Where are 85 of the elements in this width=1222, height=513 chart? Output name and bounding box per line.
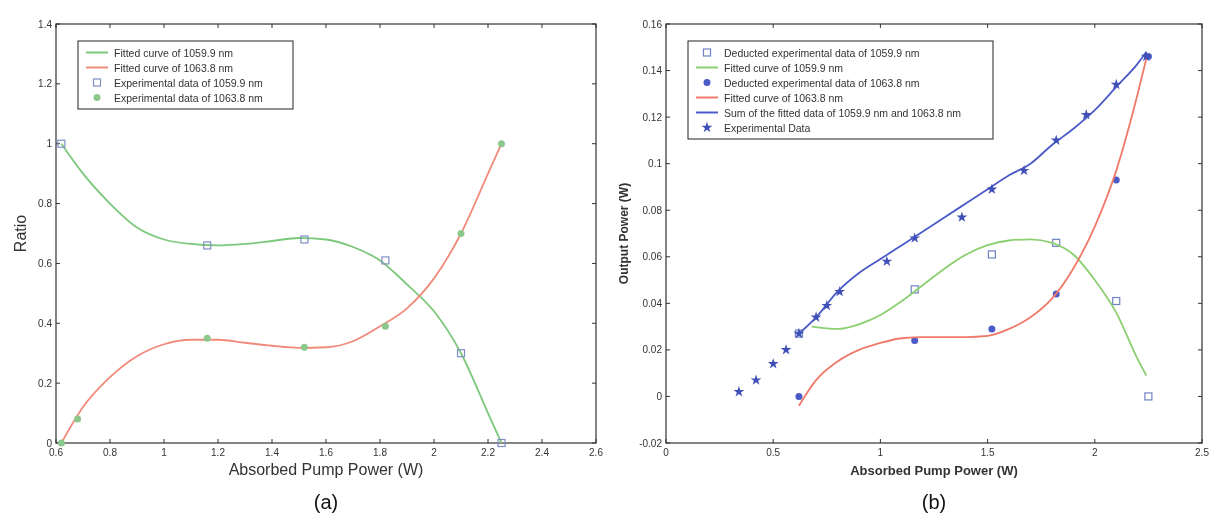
x-tick-label: 2.5 <box>1195 447 1210 458</box>
point <box>795 392 803 400</box>
point <box>1110 78 1122 90</box>
point <box>498 140 505 148</box>
x-tick-label: 1.8 <box>373 447 388 458</box>
point <box>1144 392 1153 401</box>
x-tick-label: 2 <box>431 447 438 458</box>
x-axis-title: Absorbed Pump Power (W) <box>228 461 424 478</box>
y-tick-label: -0.02 <box>639 437 663 449</box>
point <box>74 415 82 423</box>
point <box>456 349 466 358</box>
line-series <box>810 238 1148 377</box>
point <box>750 374 762 385</box>
y-tick-label: 0.16 <box>642 18 663 30</box>
legend-label: Sum of the fitted data of 1059.9 nm and 1063.8 nm <box>724 106 962 119</box>
point <box>956 211 968 222</box>
point <box>203 334 211 342</box>
point <box>821 299 833 311</box>
point <box>497 438 506 448</box>
x-tick-label: 0.5 <box>766 447 781 458</box>
legend-label: Experimental data of 1059.9 nm <box>114 76 264 89</box>
point <box>300 235 309 244</box>
x-tick-label: 0.8 <box>103 447 118 458</box>
point <box>1080 109 1092 120</box>
y-tick-label: 0.1 <box>648 158 663 170</box>
point <box>457 230 465 237</box>
point <box>810 311 822 322</box>
point <box>910 285 919 294</box>
point <box>1052 238 1061 247</box>
legend-label: Fitted curve of 1059.9 nm <box>724 61 844 74</box>
legend-label: Experimental Data <box>724 121 811 134</box>
x-tick-label: 1.2 <box>211 447 226 458</box>
y-tick-label: 0.4 <box>38 317 53 329</box>
x-tick-label: 1.5 <box>980 447 995 458</box>
y-tick-label: 1.4 <box>38 18 53 30</box>
y-tick-label: 0.12 <box>642 111 663 123</box>
x-tick-label: 2.6 <box>589 447 604 458</box>
point <box>381 322 389 330</box>
x-tick-label: 1.4 <box>265 447 280 458</box>
point <box>780 344 792 355</box>
point <box>57 439 65 447</box>
text: (a) <box>313 491 339 513</box>
x-tick-label: 2 <box>1092 447 1099 458</box>
point <box>767 358 779 369</box>
point <box>834 285 846 297</box>
y-tick-label: 0 <box>656 390 663 402</box>
y-tick-label: 0.08 <box>642 204 663 216</box>
point <box>57 139 66 148</box>
x-tick-label: 1 <box>161 447 168 458</box>
y-tick-label: 0.8 <box>38 198 53 210</box>
legend-label: Experimental data of 1063.8 nm <box>114 91 264 104</box>
y-tick-label: 0.14 <box>642 65 663 77</box>
y-tick-label: 1 <box>46 138 53 150</box>
y-tick-label: 0.2 <box>38 377 53 389</box>
point <box>1112 296 1121 306</box>
x-tick-label: 1.6 <box>319 447 334 458</box>
point <box>987 250 996 259</box>
point <box>911 337 919 345</box>
y-tick-label: 0.06 <box>642 251 663 263</box>
point <box>300 343 308 351</box>
point <box>909 232 921 243</box>
y-axis-title: Ratio <box>12 214 29 253</box>
legend-label: Fitted curve of 1059.9 nm <box>114 46 234 59</box>
y-tick-label: 0 <box>46 437 53 449</box>
legend-label: Deducted experimental data of 1059.9 nm <box>724 46 920 59</box>
y-tick-label: 1.2 <box>38 78 53 90</box>
point <box>988 325 996 333</box>
x-tick-label: 2.2 <box>481 447 496 458</box>
x-tick-label: 1 <box>877 447 884 458</box>
x-tick-label: 0 <box>663 447 670 458</box>
legend-label: Deducted experimental data of 1063.8 nm <box>724 76 920 89</box>
point <box>1018 164 1030 176</box>
legend-label: Fitted curve of 1063.8 nm <box>724 91 844 104</box>
x-tick-label: 2.4 <box>535 447 550 458</box>
y-axis-title: Output Power (W) <box>617 182 631 285</box>
point <box>1140 50 1152 62</box>
y-tick-label: 0.02 <box>642 344 663 356</box>
x-axis-title: Absorbed Pump Power (W) <box>850 463 1018 478</box>
point <box>203 241 212 250</box>
y-tick-label: 0.6 <box>38 257 53 269</box>
text: (b) <box>921 491 947 513</box>
y-tick-label: 0.04 <box>642 297 663 309</box>
point <box>381 256 390 265</box>
point <box>733 386 745 397</box>
legend-label: Fitted curve of 1063.8 nm <box>114 61 234 74</box>
